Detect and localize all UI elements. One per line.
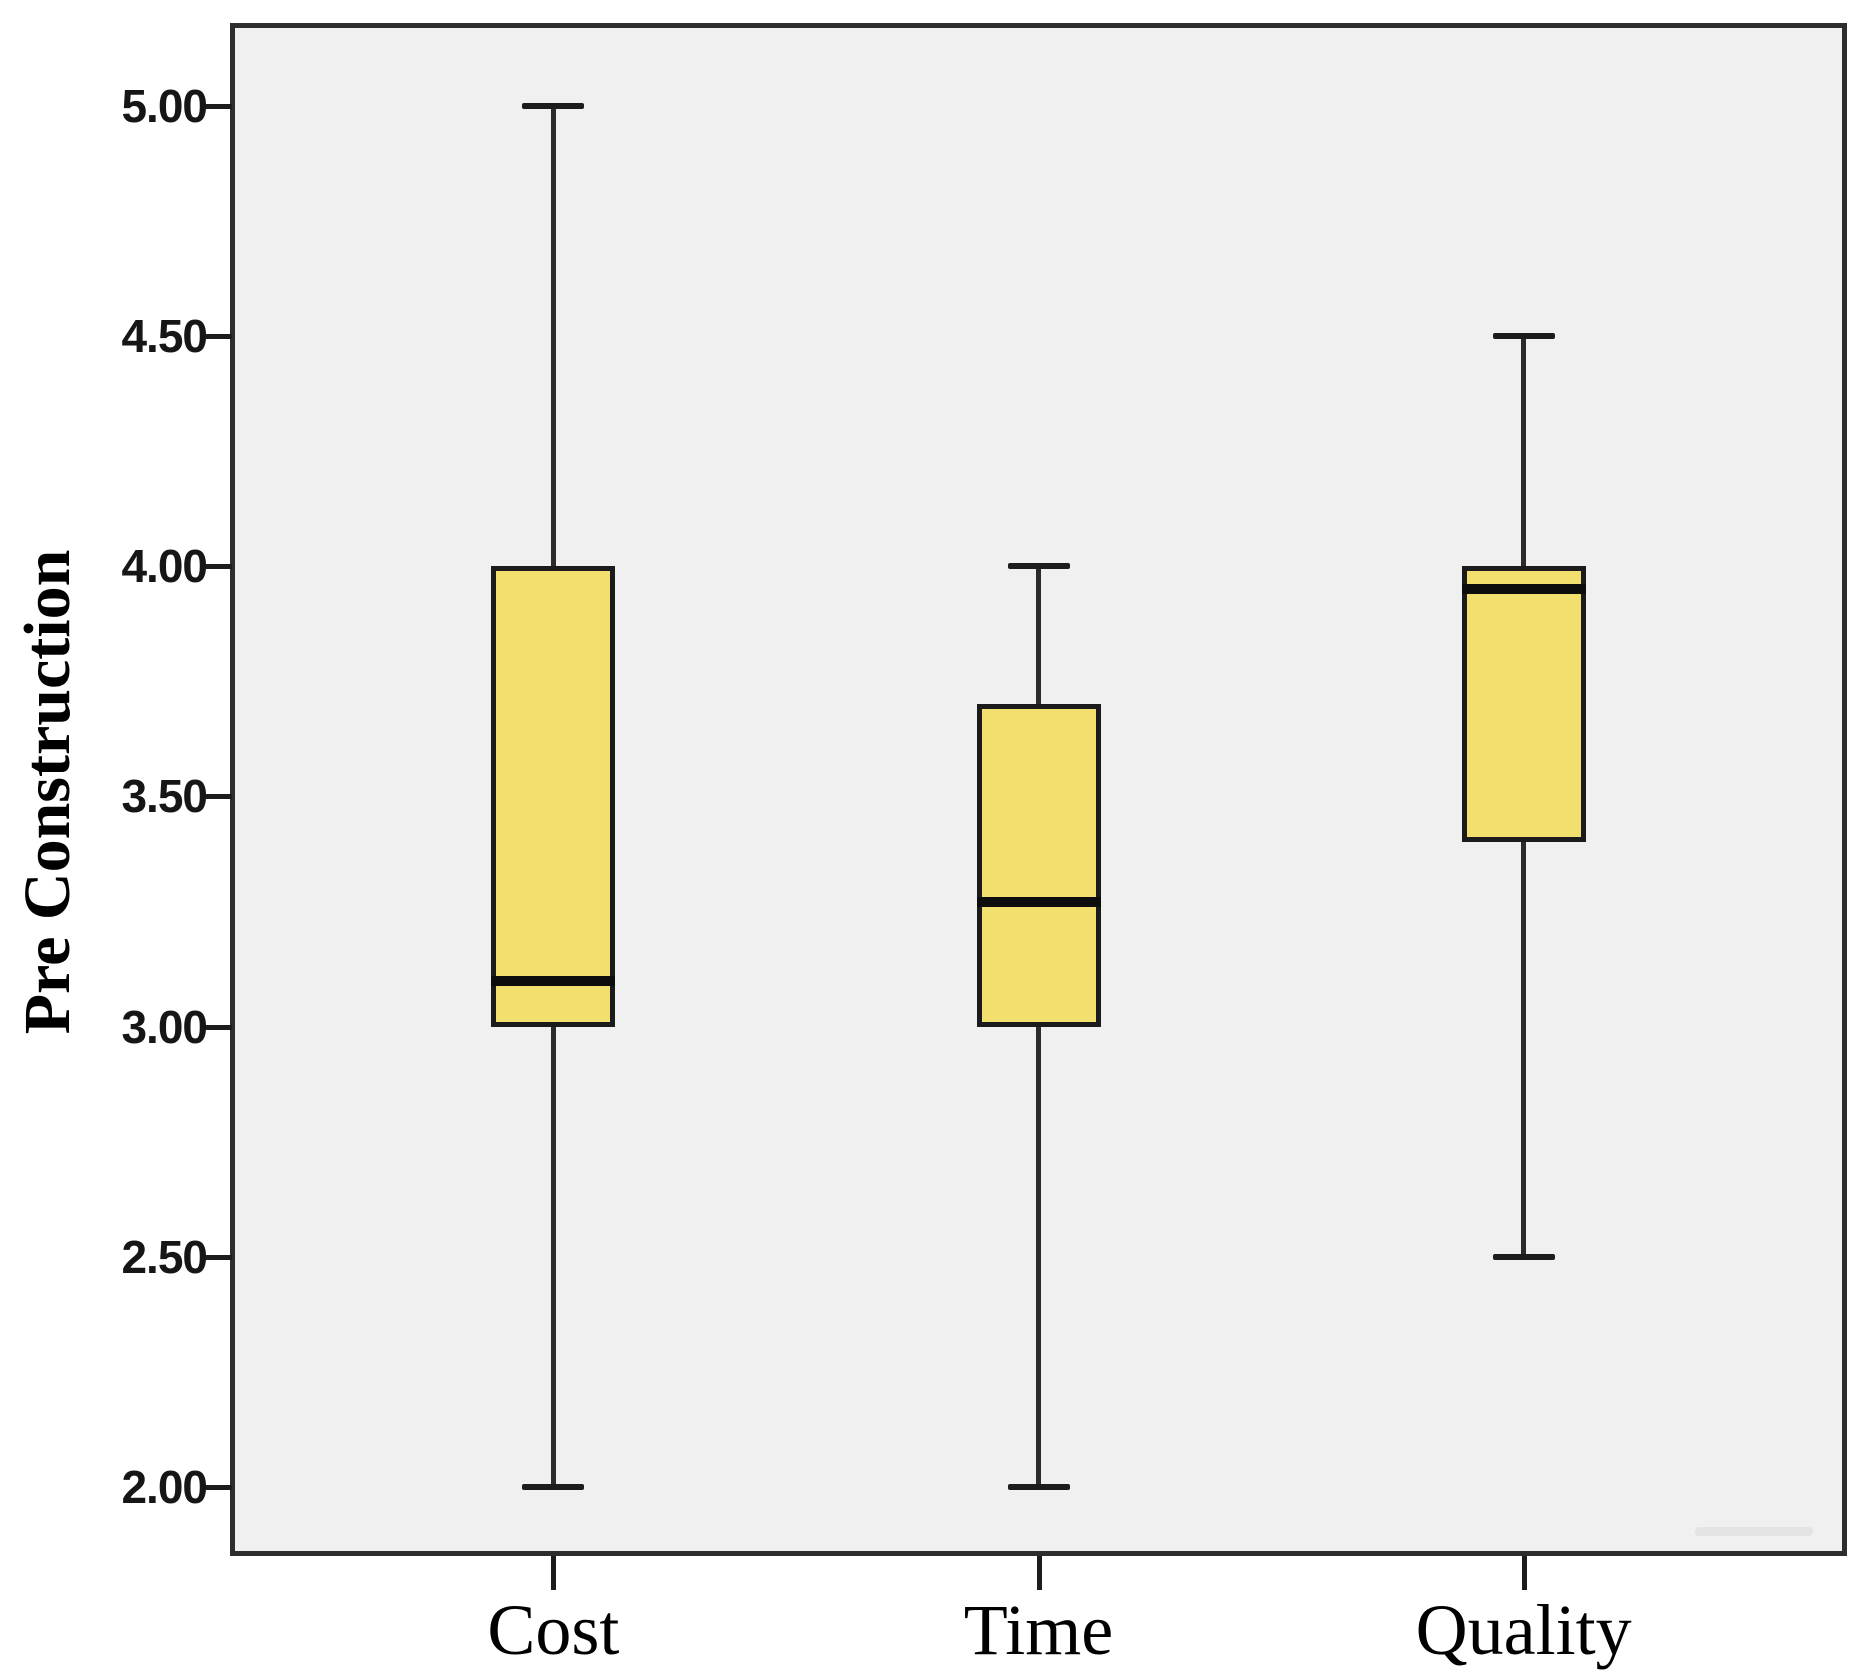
- x-tick-mark: [1521, 1556, 1527, 1590]
- y-tick-mark: [206, 103, 232, 109]
- x-tick-mark: [1036, 1556, 1042, 1590]
- y-tick-mark: [206, 794, 232, 800]
- y-tick-mark: [206, 1024, 232, 1030]
- y-tick-label: 4.00: [121, 540, 208, 593]
- median-line: [491, 975, 616, 986]
- whisker-cap-bottom: [1492, 1253, 1555, 1260]
- whisker-cap-bottom: [1007, 1483, 1070, 1490]
- whisker-cap-top: [522, 102, 585, 109]
- y-tick-mark: [206, 1254, 232, 1260]
- scan-artifact: [1695, 1527, 1813, 1536]
- y-tick-mark: [206, 334, 232, 340]
- y-tick-mark: [206, 1484, 232, 1490]
- median-line: [976, 897, 1101, 908]
- x-category-label: Cost: [487, 1590, 620, 1670]
- whisker-line: [1036, 566, 1041, 1487]
- whisker-cap-top: [1492, 333, 1555, 340]
- y-tick-label: 2.00: [121, 1460, 208, 1513]
- y-tick-mark: [206, 564, 232, 570]
- iqr-box: [976, 704, 1101, 1027]
- x-tick-mark: [551, 1556, 557, 1590]
- x-category-label: Time: [963, 1590, 1114, 1670]
- whisker-cap-top: [1007, 563, 1070, 570]
- x-category-label: Quality: [1415, 1590, 1632, 1670]
- y-tick-label: 3.00: [121, 1000, 208, 1053]
- y-tick-label: 3.50: [121, 770, 208, 823]
- y-tick-label: 5.00: [121, 79, 208, 132]
- y-tick-label: 4.50: [121, 310, 208, 363]
- y-tick-label: 2.50: [121, 1230, 208, 1283]
- median-line: [1461, 584, 1586, 595]
- iqr-box: [491, 566, 616, 1027]
- iqr-box: [1461, 566, 1586, 843]
- whisker-cap-bottom: [522, 1483, 585, 1490]
